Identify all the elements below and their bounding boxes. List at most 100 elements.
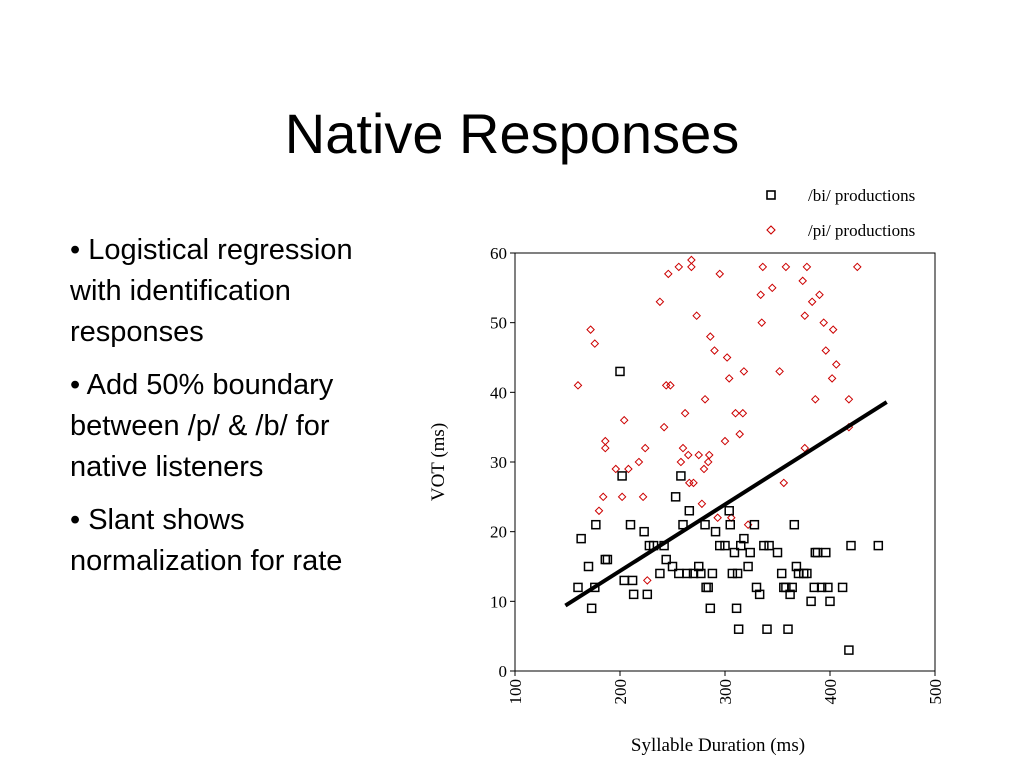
bi-point	[696, 568, 706, 579]
bi-point	[586, 603, 597, 614]
bi-point	[619, 575, 629, 586]
bi-point	[667, 561, 678, 572]
bi-point	[837, 582, 848, 593]
pi-point	[703, 457, 713, 467]
bi-point	[846, 540, 856, 551]
slide-title: Native Responses	[284, 102, 740, 165]
bi-point	[816, 582, 827, 593]
pi-point	[687, 262, 696, 272]
pi-point	[722, 353, 732, 362]
pi-point	[704, 450, 714, 460]
y-tick-label: 60	[490, 244, 507, 263]
bi-point	[873, 540, 884, 551]
pi-point	[810, 394, 820, 404]
bi-point	[762, 624, 772, 634]
pi-point	[713, 513, 722, 523]
bi-point	[615, 366, 625, 377]
pi-point	[828, 325, 838, 334]
legend-label-bi: /bi/ productions	[808, 186, 915, 205]
bullet-item: • Logistical regression with identificat…	[70, 234, 353, 348]
bullet-item: • Slant shows normalization for rate	[70, 504, 343, 577]
bi-point	[802, 568, 812, 579]
bi-point	[821, 547, 831, 558]
pi-point	[674, 262, 684, 272]
pi-point	[680, 408, 690, 418]
bi-series	[573, 366, 884, 655]
pi-point	[692, 311, 701, 321]
bi-point	[600, 554, 611, 565]
bi-point	[764, 540, 774, 551]
y-tick-label: 20	[490, 523, 507, 542]
pi-point	[666, 381, 675, 390]
pi-point	[678, 443, 688, 453]
bi-point	[812, 547, 823, 558]
pi-point	[779, 478, 789, 488]
bi-point	[749, 519, 760, 530]
bi-point	[844, 645, 854, 655]
bi-point	[772, 547, 783, 558]
bi-point	[639, 526, 649, 537]
pi-point	[638, 492, 648, 502]
bi-point	[806, 596, 816, 607]
pi-point	[767, 283, 777, 293]
pi-point	[807, 297, 817, 307]
pi-point	[758, 262, 768, 272]
bi-point	[710, 526, 721, 537]
bi-point	[787, 582, 797, 593]
bi-point	[783, 624, 793, 634]
y-axis: 0 10 20 30 40 50 60	[490, 244, 515, 681]
pi-point	[821, 346, 831, 355]
y-tick-label: 30	[490, 453, 507, 472]
pi-point	[600, 443, 610, 453]
pi-point	[715, 269, 725, 279]
bi-point	[707, 568, 718, 579]
x-axis-label: Syllable Duration (ms)	[631, 735, 805, 756]
pi-point	[676, 457, 686, 467]
pi-point	[624, 464, 633, 474]
bi-point	[682, 568, 692, 579]
pi-point	[757, 318, 767, 327]
y-tick-label: 10	[490, 592, 507, 611]
bi-point	[725, 519, 735, 530]
bi-point	[661, 554, 671, 565]
bi-point	[791, 561, 802, 572]
pi-point	[781, 262, 791, 272]
x-tick-label: 100	[506, 679, 525, 705]
pi-point	[827, 374, 837, 383]
bullet-item: • Add 50% boundary between /p/ & /b/ for…	[70, 369, 334, 483]
pi-point	[724, 374, 734, 383]
pi-point	[705, 332, 715, 341]
bi-point	[684, 506, 695, 516]
pi-point	[600, 436, 610, 446]
bi-point	[700, 519, 710, 530]
pi-point	[831, 360, 841, 369]
bi-point	[754, 589, 765, 600]
bi-point	[628, 589, 639, 600]
bi-point	[776, 568, 787, 579]
bi-point	[676, 471, 686, 481]
pi-point	[852, 262, 862, 272]
bi-point	[785, 589, 795, 600]
legend-marker-bi	[766, 190, 776, 200]
bi-point	[625, 519, 636, 530]
bi-point	[732, 568, 743, 579]
pi-point	[720, 436, 730, 446]
plot-frame	[514, 252, 936, 672]
y-tick-label: 40	[490, 383, 507, 402]
x-axis: 100 200 300 400 500	[506, 671, 945, 705]
pi-point	[700, 394, 710, 404]
bi-point	[655, 568, 665, 579]
bi-point	[739, 533, 749, 544]
pi-point	[683, 450, 693, 460]
pi-point	[659, 422, 669, 432]
bi-point	[627, 575, 638, 586]
pi-series	[573, 255, 862, 585]
bi-point	[727, 568, 738, 579]
pi-point	[687, 255, 696, 265]
pi-point	[738, 408, 748, 418]
pi-point	[619, 415, 629, 425]
bi-point	[715, 540, 725, 551]
bi-point	[823, 582, 833, 593]
x-tick-label: 300	[716, 679, 735, 705]
